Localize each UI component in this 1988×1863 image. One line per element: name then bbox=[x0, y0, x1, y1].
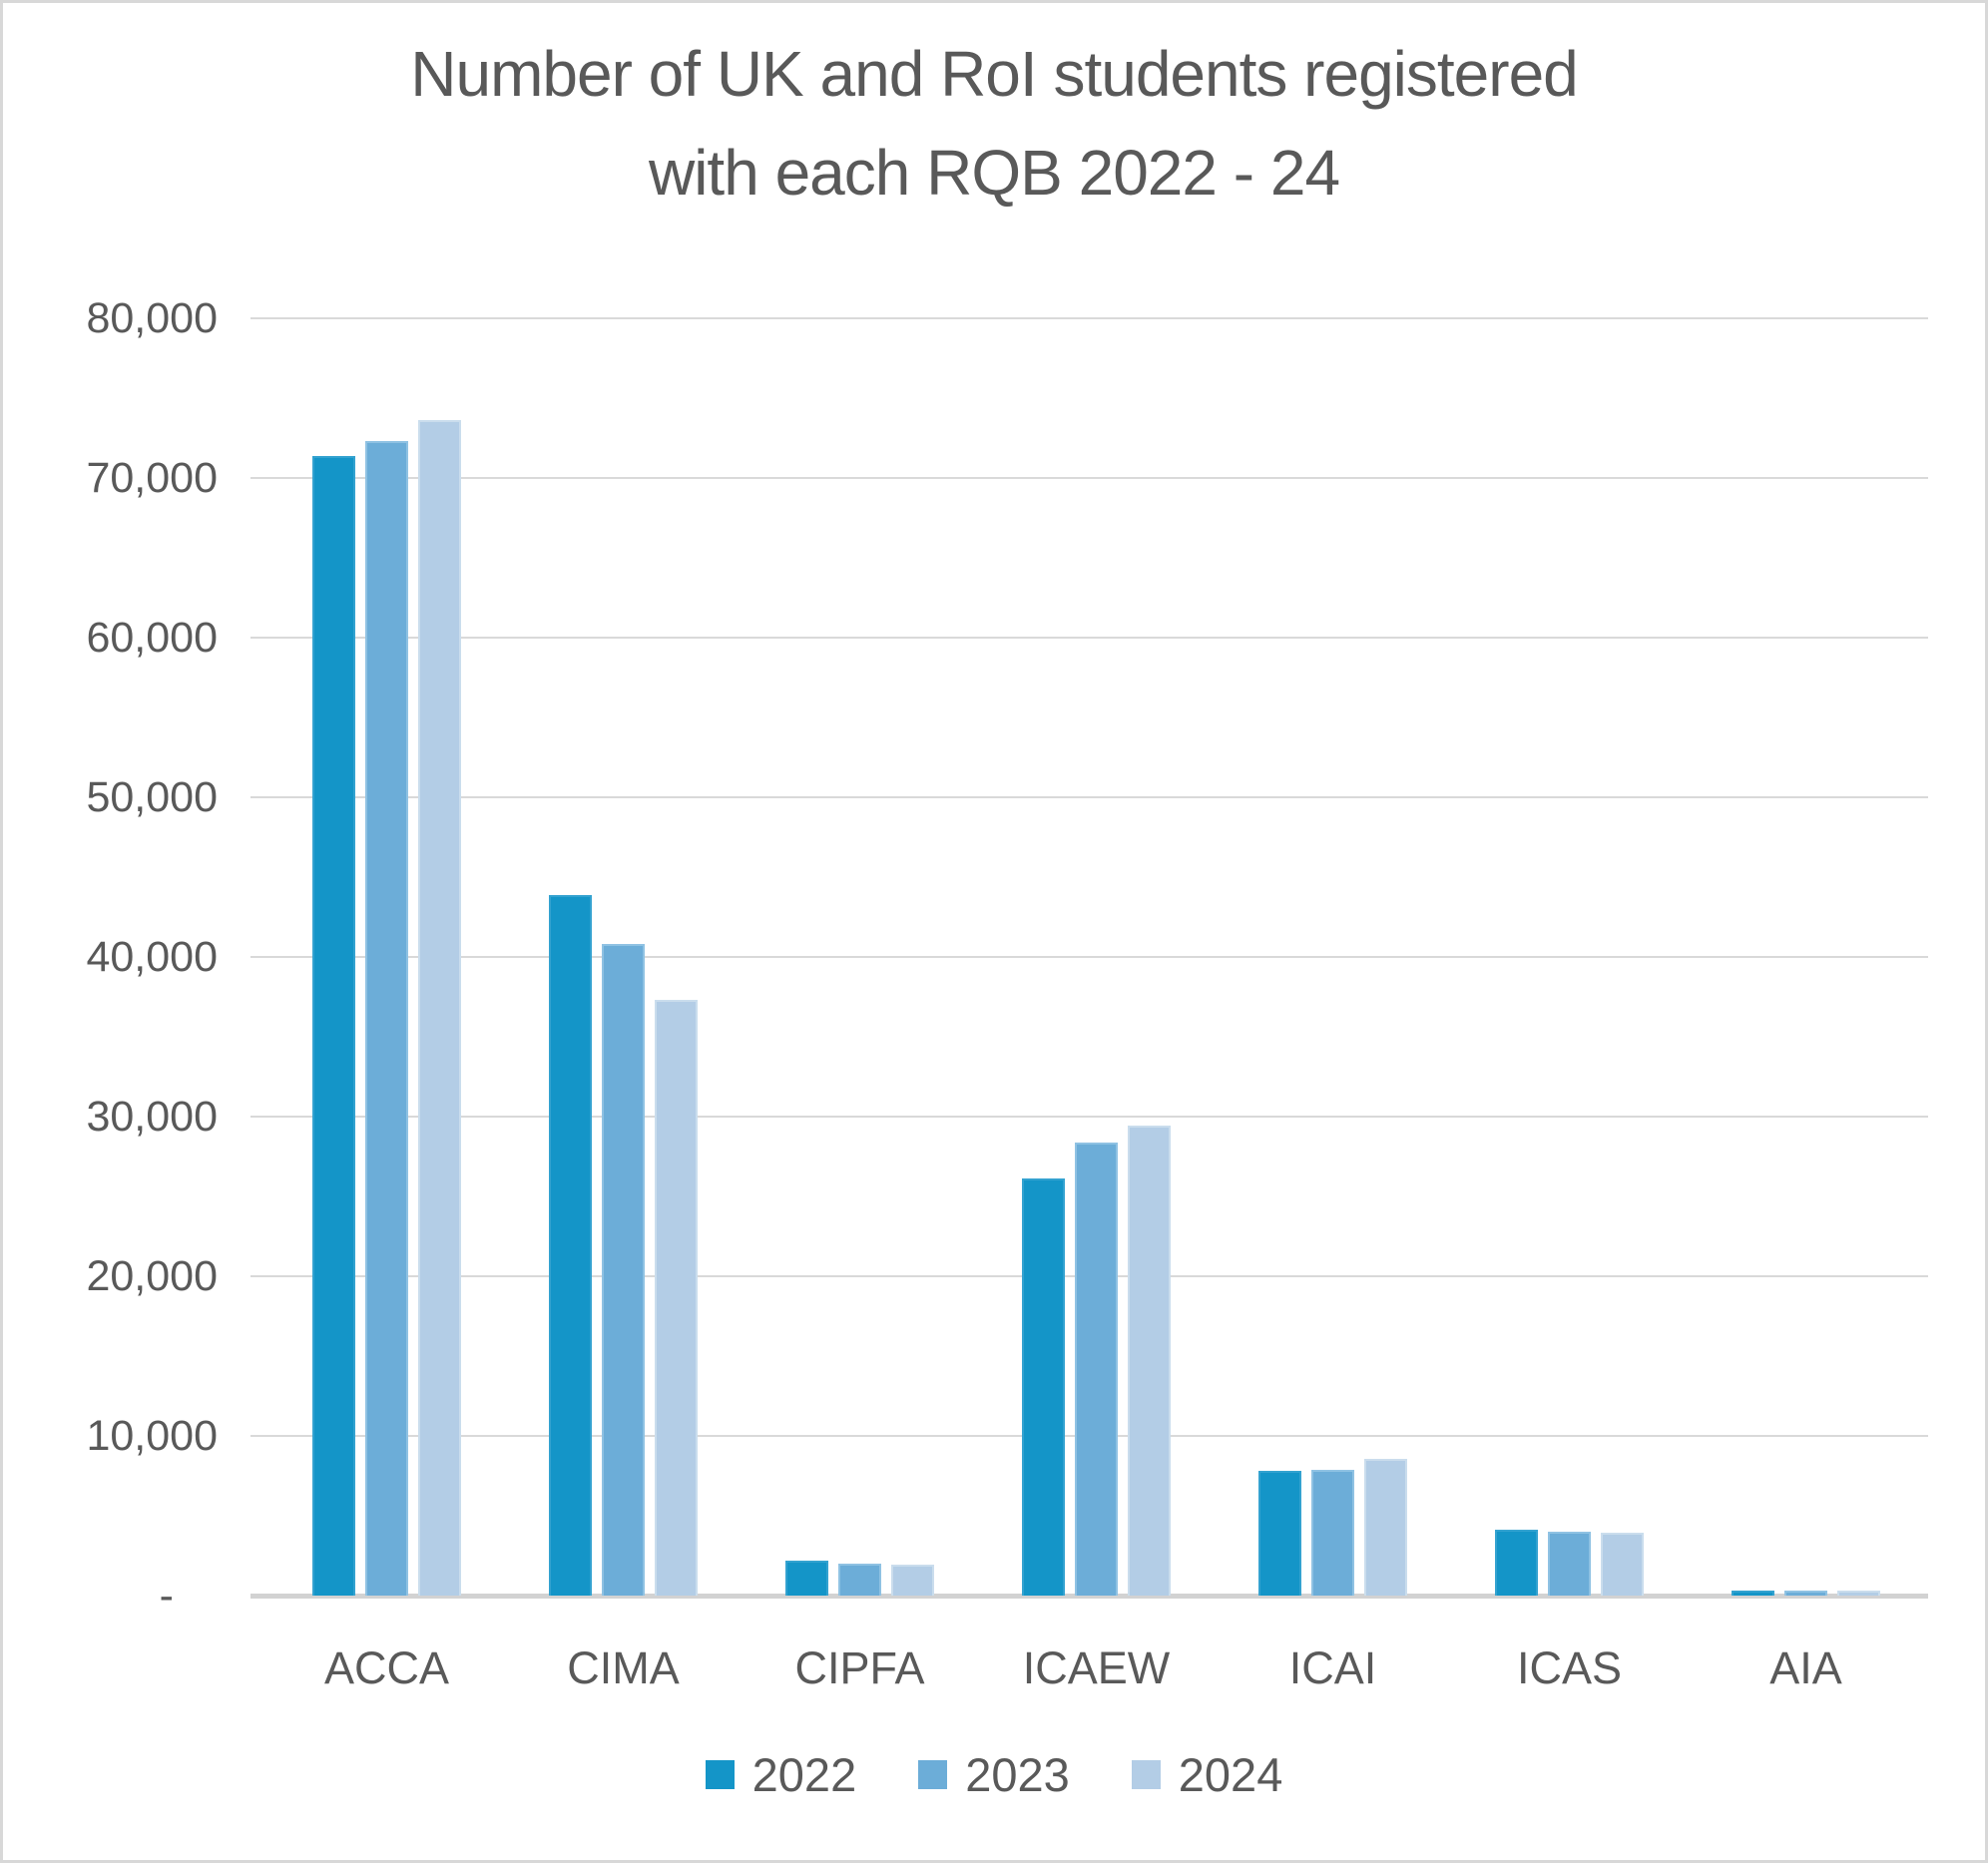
y-axis-tick-label: 60,000 bbox=[86, 614, 218, 662]
bar-acca-2024 bbox=[418, 420, 461, 1596]
y-axis-tick-label: - bbox=[159, 1572, 174, 1620]
y-axis-tick-label: 70,000 bbox=[86, 454, 218, 502]
chart-title: Number of UK and RoI students registered… bbox=[3, 25, 1985, 223]
bar-icai-2023 bbox=[1311, 1470, 1354, 1596]
bar-icaew-2024 bbox=[1128, 1126, 1171, 1596]
plot-area: 80,000 70,000 60,000 50,000 40,000 30,000 20,0… bbox=[3, 3, 1985, 1860]
legend-swatch-2024 bbox=[1131, 1760, 1161, 1789]
x-axis-baseline bbox=[250, 1594, 1928, 1599]
gridline bbox=[250, 477, 1928, 479]
x-axis-category-label-icas: ICAS bbox=[1516, 1642, 1623, 1693]
y-axis-tick-label: 50,000 bbox=[86, 773, 218, 821]
chart-title-line2: with each RQB 2022 - 24 bbox=[648, 137, 1340, 209]
gridline bbox=[250, 796, 1928, 798]
bar-icaew-2022 bbox=[1022, 1178, 1065, 1596]
bar-icai-2024 bbox=[1364, 1459, 1407, 1596]
y-axis-tick-label: 20,000 bbox=[86, 1252, 218, 1300]
legend-label: 2023 bbox=[965, 1748, 1070, 1801]
bar-icas-2022 bbox=[1495, 1530, 1538, 1596]
x-axis-category-label-cima: CIMA bbox=[567, 1642, 680, 1693]
bar-cima-2024 bbox=[655, 1000, 698, 1596]
bar-icas-2023 bbox=[1548, 1532, 1591, 1596]
x-axis-category-label-icai: ICAI bbox=[1288, 1642, 1377, 1693]
bar-icaew-2023 bbox=[1075, 1143, 1118, 1596]
bar-icai-2022 bbox=[1258, 1471, 1301, 1596]
legend-item-2022: 2022 bbox=[705, 1748, 857, 1801]
legend-swatch-2023 bbox=[918, 1760, 948, 1789]
bar-cipfa-2024 bbox=[891, 1565, 934, 1596]
legend-swatch-2022 bbox=[705, 1760, 735, 1789]
bar-acca-2023 bbox=[365, 441, 408, 1596]
bar-cipfa-2023 bbox=[838, 1564, 881, 1596]
bar-acca-2022 bbox=[312, 456, 355, 1596]
legend-label: 2022 bbox=[751, 1748, 857, 1801]
bar-aia-2022 bbox=[1732, 1591, 1774, 1596]
bar-icas-2024 bbox=[1601, 1533, 1644, 1596]
legend-item-2024: 2024 bbox=[1131, 1748, 1283, 1801]
bar-cima-2022 bbox=[549, 895, 592, 1596]
legend-label: 2024 bbox=[1178, 1748, 1283, 1801]
y-axis-tick-label: 40,000 bbox=[86, 933, 218, 981]
chart-title-line1: Number of UK and RoI students registered bbox=[410, 38, 1579, 110]
y-axis-tick-label: 10,000 bbox=[86, 1412, 218, 1460]
gridline bbox=[250, 1116, 1928, 1118]
bar-aia-2024 bbox=[1837, 1591, 1880, 1596]
x-axis-category-label-icaew: ICAEW bbox=[1022, 1642, 1171, 1693]
bar-aia-2023 bbox=[1784, 1591, 1827, 1596]
bar-cipfa-2022 bbox=[785, 1561, 828, 1596]
bar-cima-2023 bbox=[602, 944, 645, 1596]
y-axis-tick-label: 80,000 bbox=[86, 294, 218, 342]
x-axis-category-label-cipfa: CIPFA bbox=[794, 1642, 925, 1693]
legend: 2022 2023 2024 bbox=[3, 1751, 1985, 1798]
y-axis-tick-label: 30,000 bbox=[86, 1093, 218, 1141]
gridline bbox=[250, 637, 1928, 639]
legend-item-2023: 2023 bbox=[918, 1751, 1070, 1798]
gridline bbox=[250, 317, 1928, 319]
gridline bbox=[250, 956, 1928, 958]
x-axis-category-label-acca: ACCA bbox=[323, 1642, 450, 1693]
x-axis-category-label-aia: AIA bbox=[1769, 1642, 1842, 1693]
